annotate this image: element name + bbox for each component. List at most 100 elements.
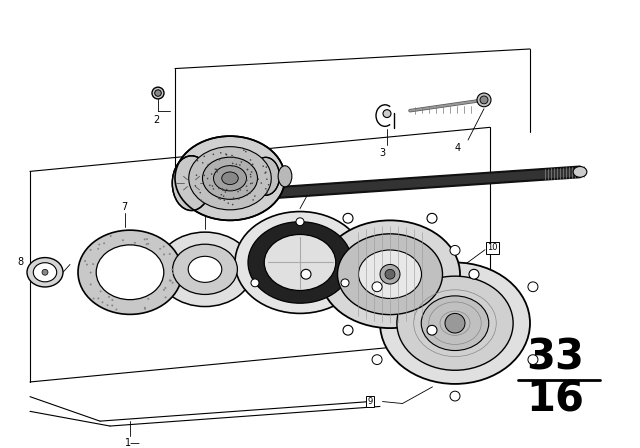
Circle shape [231,165,233,167]
Circle shape [427,325,437,335]
Circle shape [266,178,268,180]
Ellipse shape [78,230,182,314]
Circle shape [98,243,100,246]
Text: 5: 5 [309,185,316,195]
Circle shape [172,269,173,271]
Circle shape [427,213,437,223]
Circle shape [241,161,242,163]
Circle shape [220,152,221,154]
Circle shape [97,297,99,299]
Ellipse shape [157,232,253,306]
Circle shape [97,248,99,250]
Circle shape [147,243,149,245]
Circle shape [218,198,220,199]
Ellipse shape [320,220,460,328]
Circle shape [226,189,228,190]
Circle shape [86,263,88,266]
Circle shape [172,272,174,274]
Ellipse shape [573,167,587,177]
Circle shape [243,150,244,151]
Circle shape [212,188,214,190]
Circle shape [445,314,465,333]
Text: 3: 3 [379,148,385,158]
Circle shape [246,180,248,181]
Circle shape [380,264,400,284]
Circle shape [115,309,117,310]
Circle shape [164,287,166,289]
Circle shape [155,90,161,96]
Circle shape [231,155,233,156]
Circle shape [204,155,205,157]
Circle shape [216,168,217,170]
Circle shape [170,280,172,282]
Circle shape [163,246,164,248]
Circle shape [152,87,164,99]
Circle shape [163,289,165,291]
Circle shape [250,183,252,184]
Circle shape [385,269,395,279]
Circle shape [220,198,221,200]
Circle shape [134,242,136,244]
Ellipse shape [214,166,246,191]
Ellipse shape [337,234,442,314]
Circle shape [222,190,224,191]
Ellipse shape [235,211,365,314]
Circle shape [266,190,268,191]
Circle shape [251,279,259,287]
Circle shape [250,176,252,177]
Ellipse shape [175,136,285,220]
Circle shape [233,156,234,158]
Text: 33: 33 [526,336,584,379]
Circle shape [212,185,213,187]
Circle shape [268,184,269,185]
Circle shape [103,242,105,244]
Circle shape [239,164,241,166]
Circle shape [90,249,92,251]
Circle shape [372,355,382,365]
Circle shape [84,260,86,262]
Ellipse shape [188,256,222,282]
Circle shape [202,162,204,164]
Circle shape [144,238,146,241]
Circle shape [238,198,239,200]
Circle shape [341,279,349,287]
Circle shape [528,355,538,365]
Circle shape [42,269,48,275]
Circle shape [169,280,171,281]
Circle shape [383,110,391,117]
Circle shape [247,168,248,170]
Ellipse shape [278,166,292,187]
Circle shape [221,194,222,195]
Polygon shape [235,167,580,201]
Circle shape [246,169,248,170]
Ellipse shape [221,172,238,185]
Circle shape [266,192,268,194]
Ellipse shape [27,258,63,287]
Circle shape [245,151,246,152]
Circle shape [111,299,113,301]
Circle shape [108,296,110,298]
Circle shape [528,282,538,292]
Circle shape [450,391,460,401]
Circle shape [223,195,225,197]
Circle shape [250,192,251,194]
Text: 7: 7 [121,202,127,211]
Text: 9: 9 [367,397,372,406]
Ellipse shape [248,222,352,303]
Circle shape [480,96,488,104]
Circle shape [257,178,259,180]
Circle shape [172,282,173,284]
Circle shape [144,308,146,310]
Circle shape [90,284,92,285]
Circle shape [252,199,254,201]
Text: 4: 4 [455,143,461,153]
Circle shape [227,202,229,204]
Ellipse shape [96,245,164,300]
Ellipse shape [202,157,257,199]
Ellipse shape [252,157,280,195]
Circle shape [164,297,166,298]
Circle shape [221,188,223,190]
Circle shape [225,153,227,155]
Circle shape [226,154,227,155]
Circle shape [266,166,267,168]
